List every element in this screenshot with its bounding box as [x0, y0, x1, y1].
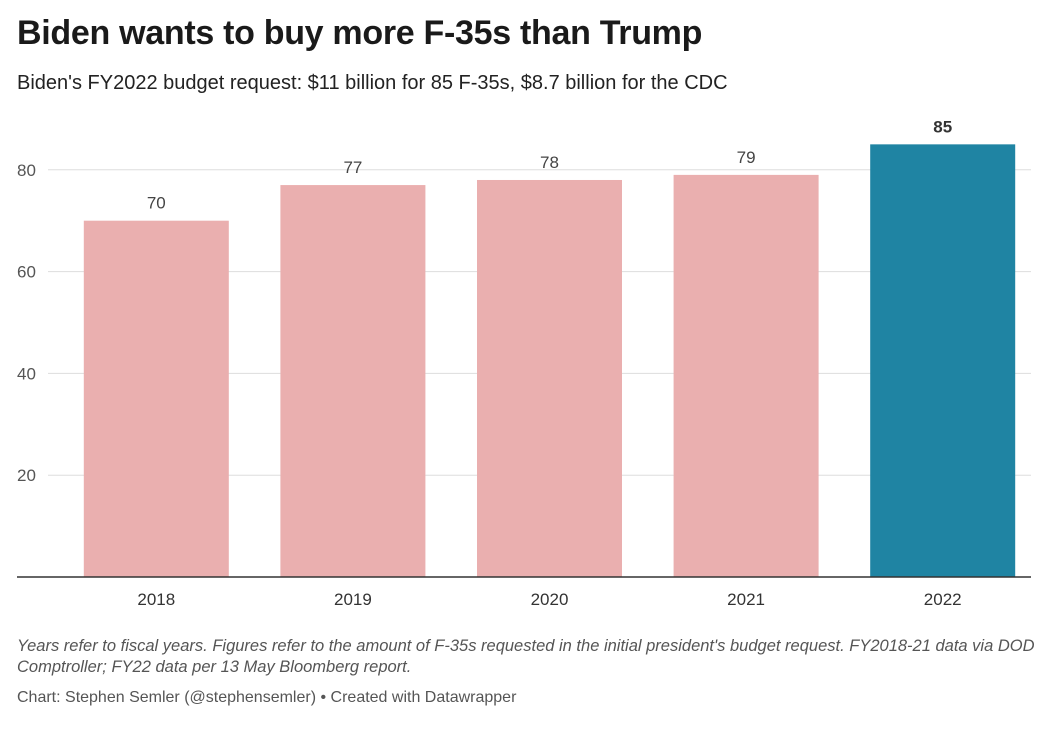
bar [673, 174, 819, 577]
bar [280, 185, 426, 577]
chart-title: Biden wants to buy more F-35s than Trump [17, 14, 703, 52]
y-tick-label: 40 [17, 364, 36, 383]
y-tick-label: 80 [17, 161, 36, 180]
data-label: 78 [540, 153, 559, 172]
x-tick-label: 2019 [334, 590, 372, 609]
bar [870, 144, 1016, 577]
bar [83, 220, 229, 577]
x-tick-label: 2022 [924, 590, 962, 609]
x-tick-label: 2021 [727, 590, 765, 609]
chart-subtitle: Biden's FY2022 budget request: $11 billi… [17, 72, 728, 94]
y-tick-label: 60 [17, 263, 36, 282]
chart-credit: Chart: Stephen Semler (@stephensemler) •… [17, 689, 517, 706]
data-label: 79 [737, 148, 756, 167]
data-label: 85 [933, 117, 952, 136]
y-tick-label: 20 [17, 466, 36, 485]
x-tick-label: 2018 [137, 590, 175, 609]
chart-notes: Years refer to fiscal years. Figures ref… [17, 637, 1035, 676]
x-tick-label: 2020 [531, 590, 569, 609]
bar-chart: 20 40 60 80 70 2018 77 2019 78 2020 79 2021 85 2022 [17, 117, 1031, 609]
data-label: 77 [343, 158, 362, 177]
data-label: 70 [147, 194, 166, 213]
bar [477, 179, 622, 577]
